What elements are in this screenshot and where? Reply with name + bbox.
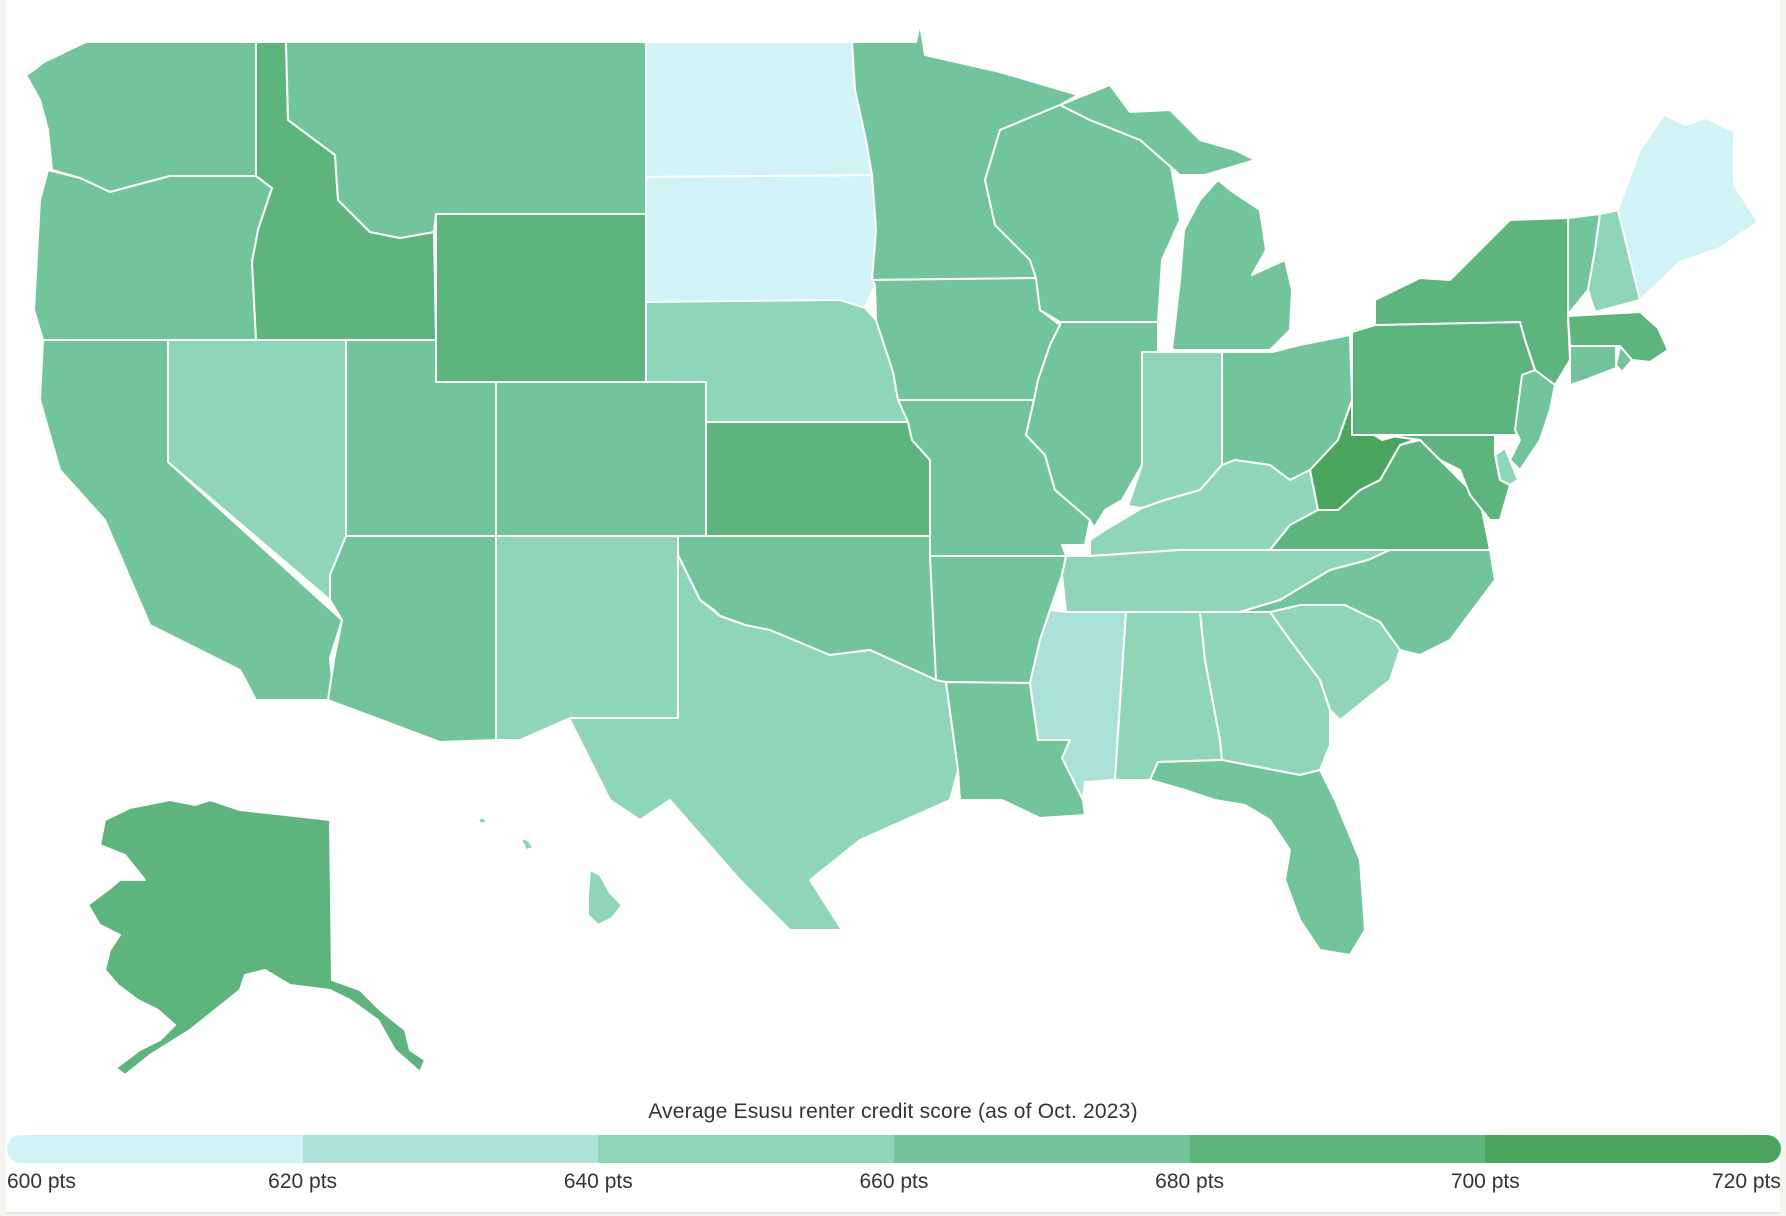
- state-fl[interactable]: [1149, 759, 1366, 956]
- legend-color-scale: [7, 1135, 1781, 1163]
- state-ia[interactable]: [871, 277, 1061, 401]
- state-ct[interactable]: [1569, 345, 1617, 386]
- state-ri[interactable]: [1615, 345, 1633, 373]
- legend-tick-label: 720 pts: [1712, 1170, 1781, 1193]
- legend-tick-label: 640 pts: [563, 1170, 633, 1193]
- legend-bin-2: [598, 1135, 895, 1163]
- state-az[interactable]: [327, 535, 497, 743]
- legend-tick-label: 660 pts: [859, 1170, 929, 1193]
- state-nd[interactable]: [645, 41, 873, 178]
- legend-bin-5: [1485, 1135, 1781, 1163]
- state-or[interactable]: [33, 169, 273, 341]
- legend-bin-4: [1189, 1135, 1486, 1163]
- state-mi[interactable]: [1059, 84, 1293, 351]
- state-pa[interactable]: [1351, 321, 1536, 436]
- state-hi[interactable]: [477, 817, 623, 926]
- state-md[interactable]: [1383, 434, 1511, 521]
- legend-title: Average Esusu renter credit score (as of…: [648, 1100, 1138, 1123]
- state-nm[interactable]: [495, 535, 679, 741]
- legend-bin-3: [894, 1135, 1190, 1163]
- state-nc[interactable]: [1239, 549, 1496, 656]
- legend-tick-label: 620 pts: [268, 1170, 338, 1193]
- state-sd[interactable]: [645, 174, 877, 309]
- state-ak[interactable]: [87, 799, 426, 1076]
- legend-tick-label: 680 pts: [1155, 1170, 1225, 1193]
- legend-labels: 600 pts 620 pts 640 pts 660 pts 680 pts 700 p…: [0, 1170, 1786, 1200]
- states-layer: [25, 23, 1759, 1076]
- legend-bin-1: [302, 1135, 599, 1163]
- state-ca[interactable]: [39, 339, 343, 701]
- state-me[interactable]: [1617, 114, 1759, 301]
- state-wa[interactable]: [25, 41, 257, 193]
- legend-tick-label: 600 pts: [7, 1170, 76, 1193]
- state-wy[interactable]: [435, 213, 647, 383]
- legend-bin-0: [7, 1135, 303, 1163]
- state-co[interactable]: [495, 381, 707, 537]
- state-nj[interactable]: [1509, 369, 1556, 471]
- legend-tick-label: 700 pts: [1450, 1170, 1520, 1193]
- state-ks[interactable]: [705, 421, 931, 537]
